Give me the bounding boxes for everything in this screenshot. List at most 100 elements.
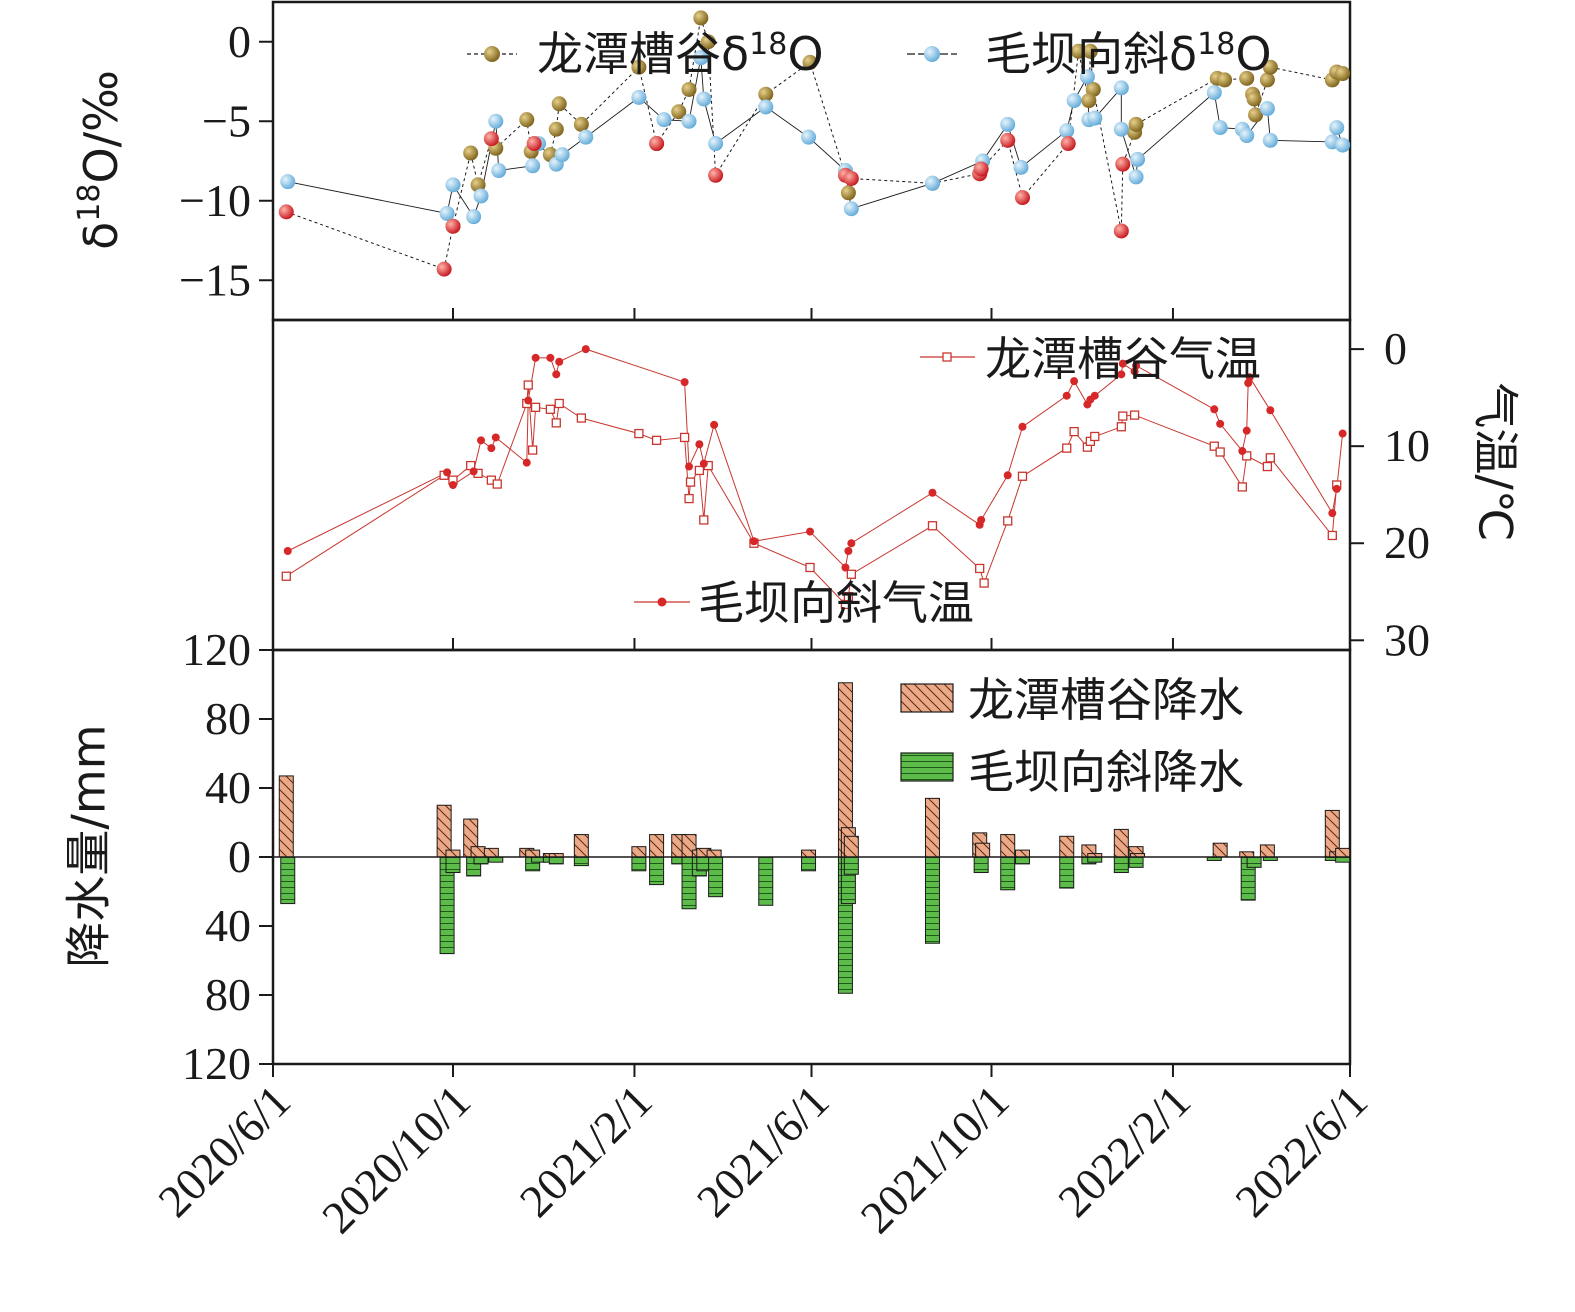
mb-isotope-point <box>631 89 647 105</box>
temperature-panel <box>281 345 1347 610</box>
mb-isotope-point <box>1059 123 1075 139</box>
lt-isotope-point <box>463 145 479 161</box>
mb-precipitation-bar <box>649 856 665 886</box>
lt-temperature-point <box>634 428 644 439</box>
mb-isotope-point <box>1262 132 1278 148</box>
lt-isotope-highlight-point <box>445 218 461 234</box>
isotope-y-tick-label: −15 <box>179 254 251 305</box>
mb-temperature-line <box>287 348 1344 569</box>
lt-precipitation-bar <box>573 834 589 858</box>
lt-isotope-point <box>573 116 589 132</box>
mb-temperature-point <box>695 440 704 449</box>
mb-precipitation-bar <box>1128 856 1144 868</box>
lt-isotope-highlight-point <box>708 167 724 183</box>
lt-temperature-point <box>492 479 502 489</box>
mb-isotope-point <box>1329 120 1345 136</box>
mb-isotope-point <box>554 147 570 163</box>
lt-isotope-highlight-point <box>436 261 452 277</box>
mb-temperature-point <box>1117 370 1126 379</box>
mb-isotope-point <box>466 209 482 225</box>
lt-precipitation-bar <box>1014 849 1030 858</box>
mb-isotope-point <box>681 113 697 129</box>
legend-label-lt-rain: 龙潭槽谷降水 <box>968 673 1244 727</box>
mb-isotope-point <box>1013 159 1029 175</box>
mb-isotope-point <box>578 129 594 145</box>
lt-temperature-point <box>1090 431 1100 442</box>
lt-isotope-point <box>631 59 647 75</box>
legend-swatch-mb-rain <box>900 752 954 782</box>
x-tick-label: 2021/10/1 <box>851 1075 1019 1243</box>
lt-temperature-point <box>685 477 696 487</box>
mb-isotope-point <box>280 174 296 190</box>
mb-precipitation-bar <box>924 856 940 944</box>
lt-isotope-highlight-point <box>1115 156 1131 172</box>
precipitation-y-tick-label: 40 <box>205 762 251 813</box>
lt-precipitation-bar <box>1335 847 1351 858</box>
mb-precipitation-bar <box>631 856 647 872</box>
mb-isotope-point <box>924 175 940 191</box>
lt-isotope-point <box>1335 66 1351 82</box>
mb-temperature-point <box>1003 471 1012 480</box>
mb-isotope-point <box>488 113 504 129</box>
lt-isotope-point <box>1128 116 1144 132</box>
mb-temperature-point <box>1328 509 1337 518</box>
lt-isotope-highlight-point <box>649 136 665 152</box>
lt-temperature-point <box>281 571 291 581</box>
mb-isotope-point <box>843 201 859 217</box>
mb-temperature-point <box>1332 484 1341 493</box>
precipitation-legend: 龙潭槽谷降水 毛坝向斜降水 <box>900 673 1244 799</box>
mb-temperature-point <box>1242 426 1251 435</box>
lt-precipitation-bar <box>436 804 452 858</box>
mb-temperature-point <box>1338 429 1347 438</box>
lt-temperature-point <box>1118 411 1128 421</box>
mb-isotope-point <box>439 205 455 221</box>
lt-temperature-point <box>1265 453 1275 463</box>
mb-isotope-point <box>1113 80 1129 96</box>
lt-temperature-point <box>1327 530 1337 541</box>
lt-precipitation-bar <box>706 849 722 858</box>
lt-temperature-point <box>530 402 541 413</box>
lt-isotope-highlight-point <box>1113 223 1129 239</box>
mb-temperature-point <box>555 357 564 366</box>
mb-precipitation-bar <box>1113 856 1129 874</box>
legend-label-lt-temp: 龙潭槽谷气温 <box>985 332 1261 386</box>
lt-isotope-point <box>671 104 687 120</box>
lt-isotope-point <box>1262 59 1278 75</box>
mb-isotope-point <box>1128 169 1144 185</box>
lt-isotope-point <box>693 10 709 26</box>
mb-isotope-point <box>693 50 709 66</box>
lt-temperature-point <box>975 563 985 574</box>
mb-temperature-point <box>1216 419 1225 428</box>
lt-isotope-highlight-point <box>1014 190 1030 206</box>
lt-isotope-highlight-point <box>973 161 989 177</box>
lt-isotope-point <box>1246 91 1262 107</box>
mb-temperature-point <box>1132 361 1141 370</box>
lt-temperature-point <box>1209 441 1219 451</box>
mb-temperature-point <box>1210 405 1219 414</box>
mb-temperature-point <box>491 433 500 442</box>
lt-temperature-point <box>1116 422 1126 432</box>
lt-isotope-highlight-point <box>1000 132 1016 148</box>
lt-isotope-point <box>1082 43 1098 59</box>
precipitation-y-tick-label: 120 <box>182 624 251 675</box>
lt-isotope-point <box>802 54 818 70</box>
mb-temperature-point <box>680 378 689 387</box>
precipitation-panel <box>273 682 1351 994</box>
lt-isotope-point <box>1259 72 1275 88</box>
mb-precipitation-bar <box>573 856 589 867</box>
lt-precipitation-bar <box>1113 828 1129 858</box>
temperature-y-tick-label: 30 <box>1384 614 1430 665</box>
isotope-legend: 龙潭槽谷δ18O 毛坝向斜δ18O <box>467 27 1272 81</box>
mb-temperature-point <box>443 468 452 477</box>
lt-temperature-point <box>1215 447 1225 457</box>
lt-temperature-point <box>1069 426 1079 437</box>
mb-temperature-point <box>1070 377 1079 386</box>
mb-isotope-point <box>1087 110 1103 126</box>
legend-marker-mb-isotope <box>924 46 940 62</box>
lt-temperature-point <box>1129 410 1140 420</box>
lt-isotope-point <box>1248 107 1264 123</box>
isotope-panel <box>278 10 1351 277</box>
lt-precipitation-bar <box>801 849 817 858</box>
legend-label-mb-rain: 毛坝向斜降水 <box>968 745 1244 799</box>
mb-isotope-point <box>708 136 724 152</box>
